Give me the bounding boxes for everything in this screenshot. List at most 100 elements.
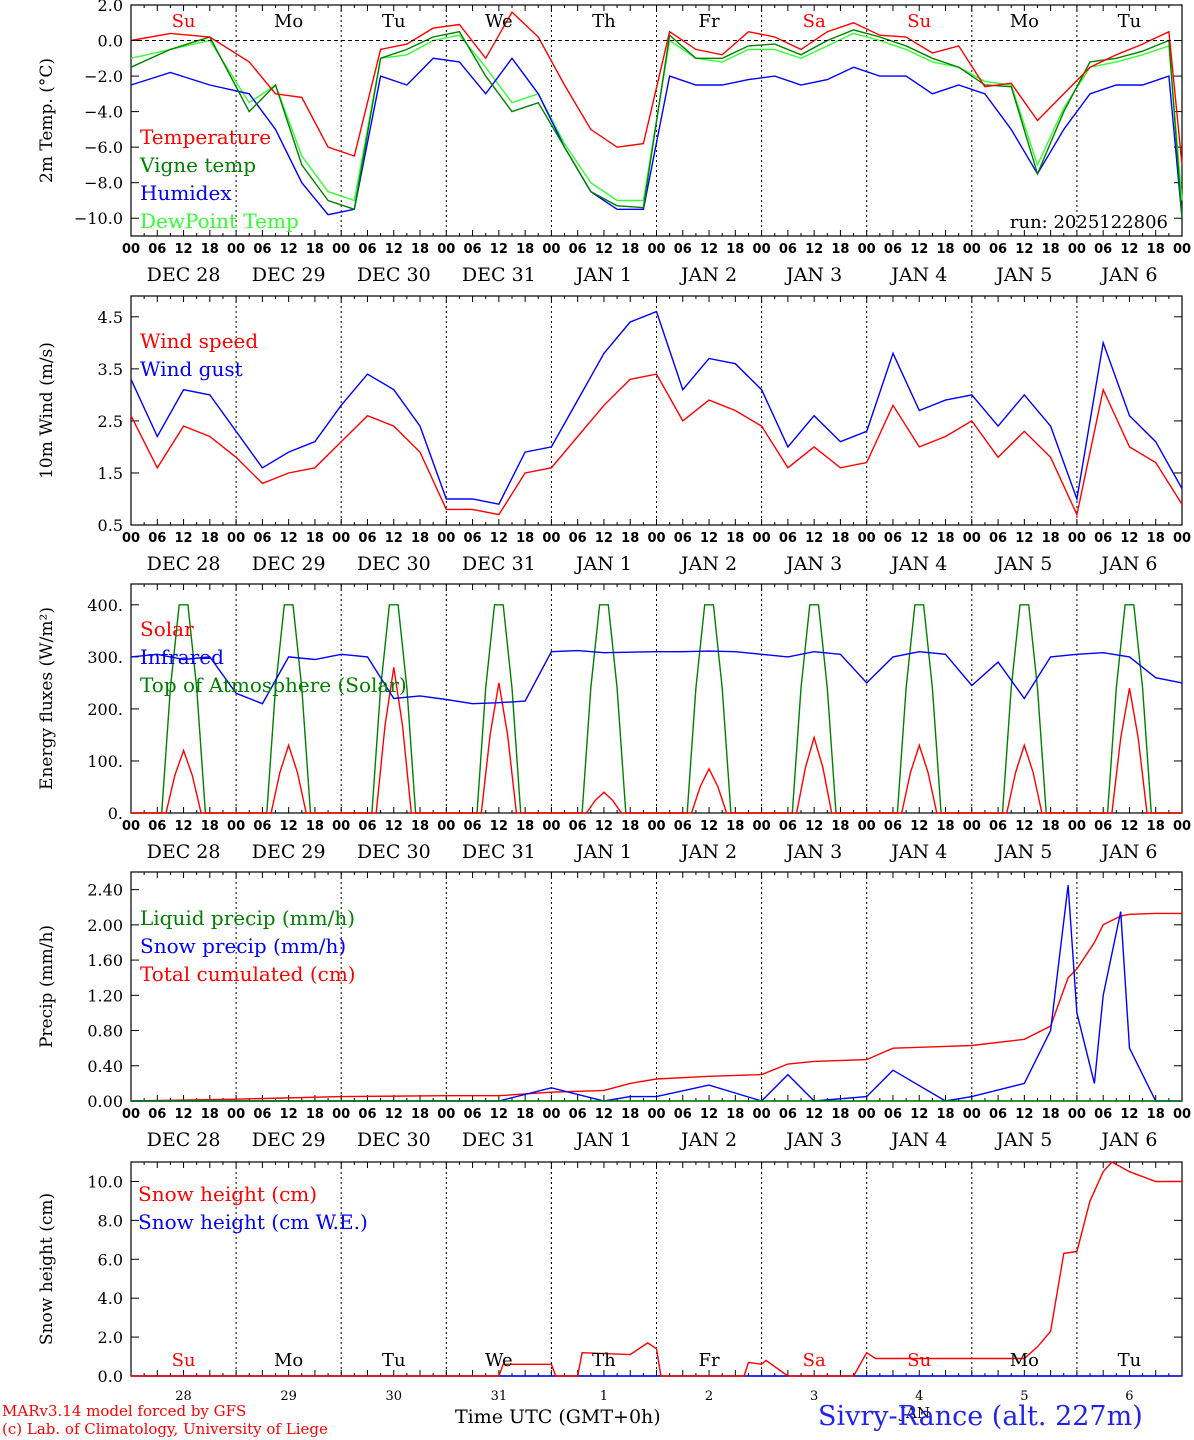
legend-wind-gust: Wind gust xyxy=(140,357,243,381)
hour-label: 18 xyxy=(726,819,744,834)
snow-day-number: 4 xyxy=(915,1389,923,1404)
hour-label: 12 xyxy=(385,1107,403,1122)
hour-label: 06 xyxy=(148,531,166,546)
y-tick-label-temperature: −4.0 xyxy=(84,103,123,122)
hour-label: 12 xyxy=(700,819,718,834)
snow-weekday-label: Mo xyxy=(1010,1350,1039,1371)
hour-label: 18 xyxy=(201,531,219,546)
hour-label: 12 xyxy=(910,819,928,834)
date-label: DEC 29 xyxy=(252,553,326,575)
date-label: JAN 4 xyxy=(889,1129,947,1151)
date-label: DEC 31 xyxy=(462,264,536,286)
snow-day-number: 5 xyxy=(1020,1389,1028,1404)
hour-label: 06 xyxy=(253,819,271,834)
hour-label: 18 xyxy=(516,1107,534,1122)
hour-label: 00 xyxy=(1068,819,1086,834)
hour-label: 00 xyxy=(963,1107,981,1122)
hour-label: 18 xyxy=(306,819,324,834)
panel-frame-wind xyxy=(130,295,1183,526)
y-tick-label-temperature: 2.0 xyxy=(98,0,123,15)
snow-weekday-label: Th xyxy=(592,1350,616,1371)
y-tick-label-precip: 1.60 xyxy=(87,951,123,970)
hour-label: 18 xyxy=(201,1107,219,1122)
y-tick-label-precip: 0.40 xyxy=(87,1057,123,1076)
hour-label: 06 xyxy=(569,819,587,834)
y-tick-label-precip: 2.40 xyxy=(87,881,123,900)
hour-label: 00 xyxy=(1173,242,1191,257)
date-label: JAN 6 xyxy=(1099,264,1157,286)
y-axis-label-energy: Energy fluxes (W/m²) xyxy=(37,607,57,790)
hour-label: 00 xyxy=(753,531,771,546)
hour-label: 12 xyxy=(280,242,298,257)
date-label: JAN 2 xyxy=(679,1129,737,1151)
date-label: JAN 3 xyxy=(784,553,842,575)
hour-label: 00 xyxy=(227,242,245,257)
y-tick-label-temperature: 0.0 xyxy=(98,32,123,51)
date-label: JAN 1 xyxy=(574,841,632,863)
hour-label: 12 xyxy=(805,242,823,257)
hour-label: 00 xyxy=(858,242,876,257)
hour-label: 12 xyxy=(175,819,193,834)
y-tick-label-wind: 3.5 xyxy=(98,360,123,379)
date-label: DEC 29 xyxy=(252,264,326,286)
date-label: DEC 30 xyxy=(357,841,431,863)
hour-label: 00 xyxy=(332,819,350,834)
legend-liquid-precip-mm-h-: Liquid precip (mm/h) xyxy=(140,906,355,930)
hour-label: 12 xyxy=(385,242,403,257)
hour-label: 00 xyxy=(542,1107,560,1122)
hour-label: 00 xyxy=(1068,242,1086,257)
hour-label: 18 xyxy=(831,242,849,257)
y-tick-label-precip: 1.20 xyxy=(87,986,123,1005)
humidexline xyxy=(130,57,1183,219)
legend-snow-height-cm-: Snow height (cm) xyxy=(138,1182,317,1206)
date-label: DEC 30 xyxy=(357,553,431,575)
hour-label: 06 xyxy=(884,819,902,834)
hour-label: 00 xyxy=(227,531,245,546)
hour-label: 00 xyxy=(227,819,245,834)
date-label: JAN 6 xyxy=(1099,841,1157,863)
legend-vigne-temp: Vigne temp xyxy=(139,153,256,177)
hour-label: 18 xyxy=(726,242,744,257)
hour-label: 00 xyxy=(858,819,876,834)
hour-label: 06 xyxy=(989,531,1007,546)
y-tick-label-temperature: −6.0 xyxy=(84,138,123,157)
y-tick-label-wind: 0.5 xyxy=(98,516,123,535)
hour-label: 18 xyxy=(831,1107,849,1122)
hour-label: 12 xyxy=(595,531,613,546)
snow-day-number: 1 xyxy=(600,1389,608,1404)
y-axis-label-wind: 10m Wind (m/s) xyxy=(37,342,57,479)
hour-label: 00 xyxy=(332,531,350,546)
snow-day-number: 28 xyxy=(175,1389,192,1404)
hour-label: 12 xyxy=(1120,242,1138,257)
hour-label: 18 xyxy=(411,819,429,834)
hour-label: 18 xyxy=(201,242,219,257)
date-label: JAN 1 xyxy=(574,553,632,575)
hour-label: 18 xyxy=(831,819,849,834)
hour-label: 18 xyxy=(411,531,429,546)
hour-label: 12 xyxy=(490,819,508,834)
hour-label: 06 xyxy=(989,1107,1007,1122)
hour-label: 18 xyxy=(1042,531,1060,546)
hour-label: 06 xyxy=(884,531,902,546)
hour-label: 06 xyxy=(779,1107,797,1122)
weekday-label: Tu xyxy=(1118,11,1142,32)
date-label: JAN 3 xyxy=(784,1129,842,1151)
date-label: DEC 28 xyxy=(147,841,221,863)
y-tick-label-energy: 0. xyxy=(108,804,123,823)
hour-label: 12 xyxy=(910,242,928,257)
hour-label: 12 xyxy=(1015,1107,1033,1122)
date-label: JAN 3 xyxy=(784,264,842,286)
snow-weekday-label: We xyxy=(485,1350,513,1371)
y-tick-label-energy: 200. xyxy=(87,700,123,719)
y-tick-label-snow: 6.0 xyxy=(98,1250,123,1269)
date-label: DEC 29 xyxy=(252,1129,326,1151)
legend-wind-speed: Wind speed xyxy=(140,329,258,353)
hour-label: 12 xyxy=(595,1107,613,1122)
hour-label: 12 xyxy=(280,1107,298,1122)
hour-label: 18 xyxy=(726,1107,744,1122)
weekday-label: Su xyxy=(907,11,931,32)
hour-label: 18 xyxy=(411,1107,429,1122)
date-label: JAN 4 xyxy=(889,264,947,286)
hour-label: 12 xyxy=(1015,819,1033,834)
y-axis-label-snow: Snow height (cm) xyxy=(37,1193,57,1345)
